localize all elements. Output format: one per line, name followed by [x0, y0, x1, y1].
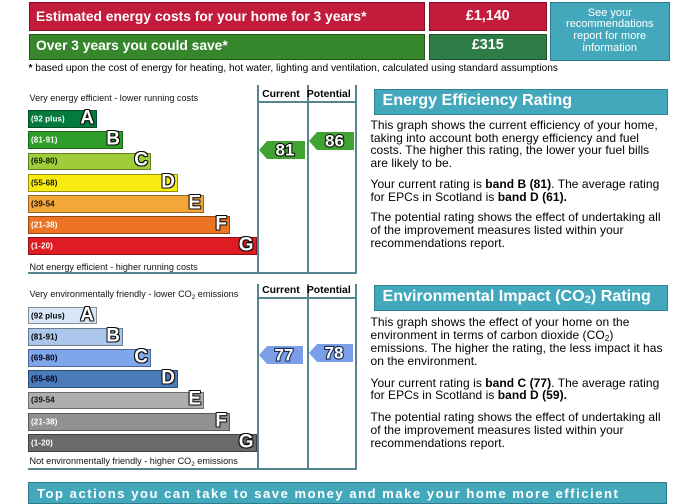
svg-text:77: 77: [275, 346, 294, 364]
svg-text:78: 78: [325, 344, 344, 362]
svg-text:81: 81: [275, 141, 294, 159]
svg-text:86: 86: [325, 132, 344, 150]
